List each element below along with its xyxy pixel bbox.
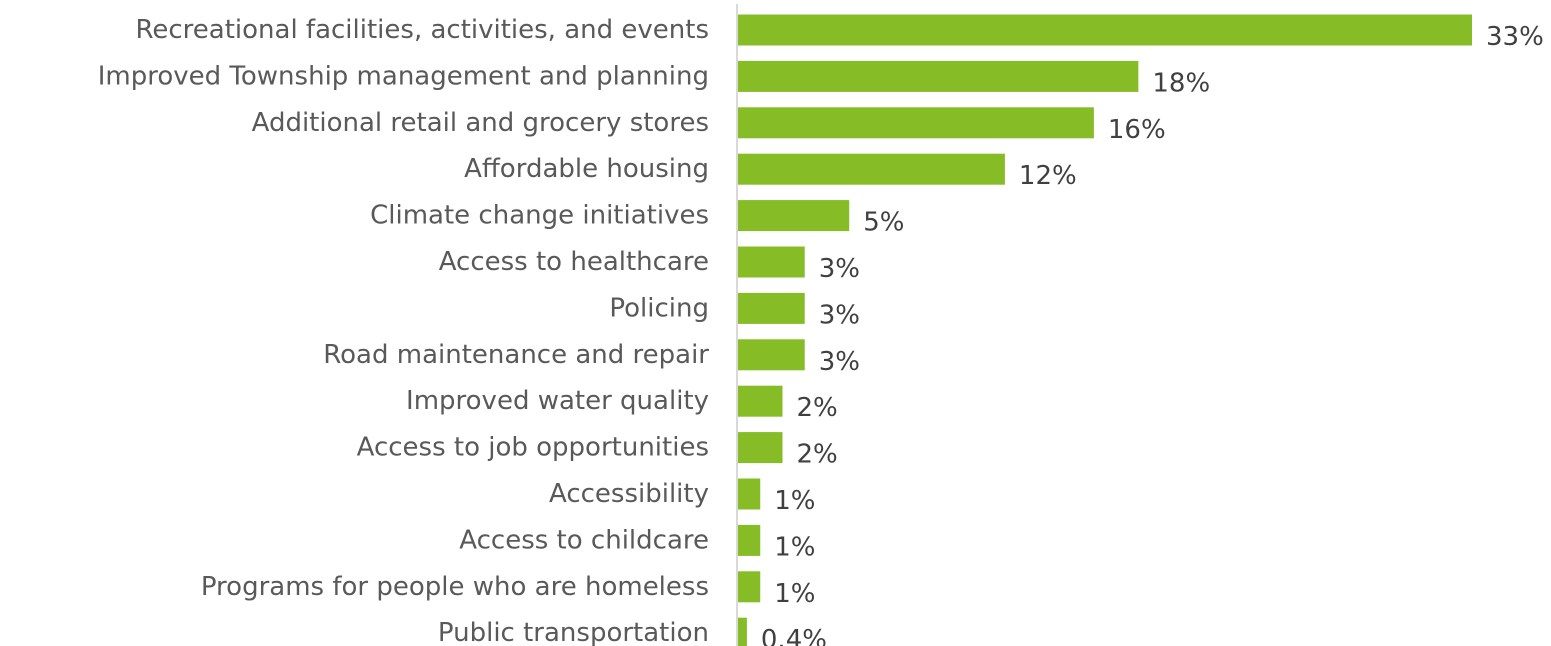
value-label-3: 12% [1019, 161, 1077, 191]
category-label-1: Improved Township management and plannin… [98, 61, 709, 91]
value-label-5: 3% [819, 254, 860, 284]
value-label-4: 5% [863, 208, 904, 238]
value-label-11: 1% [774, 532, 815, 562]
category-label-10: Accessibility [549, 479, 709, 509]
value-label-6: 3% [819, 300, 860, 330]
category-label-6: Policing [609, 293, 709, 323]
bar-13 [738, 617, 747, 646]
category-label-9: Access to job opportunities [357, 433, 709, 463]
category-label-7: Road maintenance and repair [323, 340, 709, 370]
value-label-7: 3% [819, 347, 860, 377]
bar-3 [738, 153, 1005, 185]
bar-8 [738, 385, 783, 417]
bar-10 [738, 478, 761, 510]
bar-2 [738, 107, 1094, 139]
category-label-2: Additional retail and grocery stores [252, 108, 709, 138]
value-label-8: 2% [796, 393, 837, 423]
value-label-10: 1% [774, 486, 815, 516]
bar-1 [738, 60, 1139, 92]
category-label-0: Recreational facilities, activities, and… [135, 15, 709, 45]
bar-11 [738, 524, 761, 556]
category-label-8: Improved water quality [406, 386, 709, 416]
category-label-5: Access to healthcare [439, 247, 709, 277]
value-label-1: 18% [1152, 68, 1210, 98]
value-label-2: 16% [1108, 115, 1166, 145]
bar-0 [738, 14, 1472, 46]
category-label-12: Programs for people who are homeless [201, 572, 709, 602]
value-label-12: 1% [774, 579, 815, 609]
category-label-4: Climate change initiatives [370, 201, 709, 231]
bar-6 [738, 292, 805, 324]
category-label-11: Access to childcare [459, 525, 709, 555]
category-label-3: Affordable housing [464, 154, 709, 184]
bar-4 [738, 200, 850, 232]
value-label-0: 33% [1486, 22, 1544, 52]
value-label-9: 2% [796, 440, 837, 470]
value-label-13: 0.4% [761, 625, 827, 646]
category-label-13: Public transportation [438, 618, 709, 646]
bar-12 [738, 571, 761, 603]
bar-9 [738, 432, 783, 464]
bar-7 [738, 339, 805, 371]
bars-group: Recreational facilities, activities, and… [98, 14, 1544, 646]
bar-5 [738, 246, 805, 278]
